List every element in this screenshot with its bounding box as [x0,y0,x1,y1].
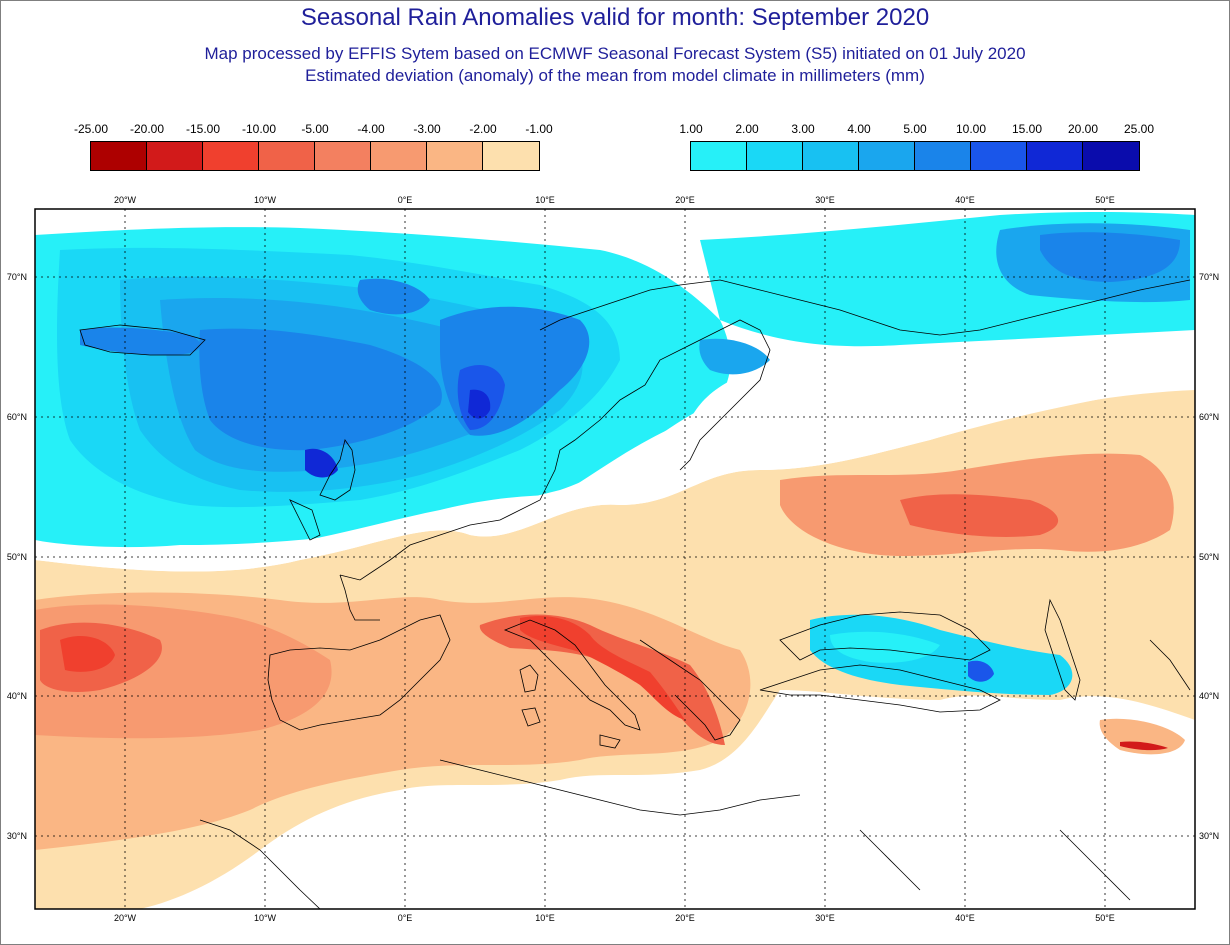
axis-tick-label: 10°E [535,913,555,923]
axis-tick-label: 40°N [1199,691,1219,701]
axis-tick-label: 30°E [815,913,835,923]
legend-label: -20.00 [129,122,165,136]
coastlines [79,279,1191,909]
legend-label: 10.00 [955,122,987,136]
legend-label: -25.00 [73,122,109,136]
map-subtitle-units: Estimated deviation (anomaly) of the mea… [305,66,925,85]
legend-neg-swatch [147,142,203,170]
map-title: Seasonal Rain Anomalies valid for month:… [300,4,930,31]
legend-pos-swatch [1027,142,1083,170]
axis-tick-label: 10°E [535,195,555,205]
legend-label: 3.00 [791,122,815,136]
legend-label: -3.00 [413,122,441,136]
legend-neg-swatch [259,142,315,170]
axis-tick-label: 0°E [398,195,413,205]
legend-pos-swatch [915,142,971,170]
near-normal-region [35,342,1195,572]
anomaly-fields [35,211,1195,909]
axis-tick-label: 60°N [7,412,27,422]
legend-neg-swatch [315,142,371,170]
legend-label: -4.00 [357,122,385,136]
axis-tick-label: 40°E [955,195,975,205]
map-border [34,208,1196,910]
axis-ticks: 20°W 20°W 10°W 10°W 0°E 0°E 10°E 10°E 20°E 20°E 30… [7,195,1219,923]
legend-label: -5.00 [301,122,329,136]
legend-label: 25.00 [1123,122,1155,136]
axis-tick-label: 10°W [254,913,277,923]
legend-label: -10.00 [241,122,277,136]
legend-neg-swatch [483,142,539,170]
legend-label: 4.00 [847,122,871,136]
axis-tick-label: 20°E [675,913,695,923]
axis-tick-label: 50°E [1095,913,1115,923]
legend-neg-swatch [427,142,483,170]
axis-tick-label: 0°E [398,913,413,923]
legend-label: 1.00 [679,122,703,136]
legend-label: -15.00 [185,122,221,136]
legend-label: 20.00 [1067,122,1099,136]
legend-pos-swatch [859,142,915,170]
legend-label: 5.00 [903,122,927,136]
axis-tick-label: 70°N [7,272,27,282]
legend-label: 2.00 [735,122,759,136]
axis-tick-label: 50°N [7,552,27,562]
legend-pos-swatch [1083,142,1139,170]
axis-tick-label: 10°W [254,195,277,205]
legend-label: -1.00 [525,122,553,136]
axis-tick-label: 30°N [7,831,27,841]
axis-tick-label: 70°N [1199,272,1219,282]
legend-neg-swatch [371,142,427,170]
legend-neg-swatch [203,142,259,170]
legend-pos-swatch [971,142,1027,170]
legend-negative-colorbar [90,141,540,171]
legend-pos-swatch [691,142,747,170]
legend-label: -2.00 [469,122,497,136]
axis-tick-label: 40°E [955,913,975,923]
legend-positive-colorbar [690,141,1140,171]
axis-tick-label: 30°E [815,195,835,205]
legend-neg-swatch [91,142,147,170]
axis-tick-label: 50°N [1199,552,1219,562]
graticule [35,209,1195,909]
axis-tick-label: 20°W [114,913,137,923]
axis-tick-label: 20°W [114,195,137,205]
axis-tick-label: 50°E [1095,195,1115,205]
legend-pos-swatch [747,142,803,170]
wet-anomaly-region [35,211,1195,695]
legend-pos-swatch [803,142,859,170]
axis-tick-label: 20°E [675,195,695,205]
legend-label: 15.00 [1011,122,1043,136]
map-subtitle-processing: Map processed by EFFIS Sytem based on EC… [204,44,1026,63]
axis-tick-label: 60°N [1199,412,1219,422]
dry-anomaly-region [35,268,1195,909]
axis-tick-label: 30°N [1199,831,1219,841]
axis-tick-label: 40°N [7,691,27,701]
